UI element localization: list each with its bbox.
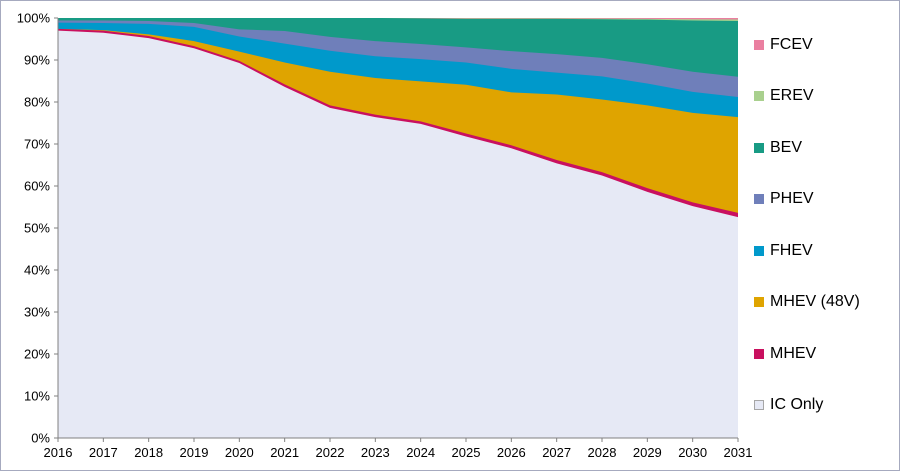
y-tick-label: 70% (24, 137, 50, 152)
x-tick-label: 2030 (678, 445, 707, 460)
legend-item-erev: EREV (754, 87, 860, 105)
legend-item-mhev: MHEV (754, 345, 860, 363)
legend-swatch-erev (754, 91, 764, 102)
area-bands (58, 18, 738, 439)
legend-label-erev: EREV (770, 87, 814, 105)
legend-label-fhev: FHEV (770, 241, 813, 259)
legend-item-phev: PHEV (754, 190, 860, 208)
y-tick-label: 10% (24, 389, 50, 404)
legend-label-mhev: MHEV (770, 344, 817, 362)
legend-swatch-mhev-48v (754, 297, 764, 308)
axis-labels: 0% 10% 20% 30% 40% 50% 60% 70% 80% 90% 100% 2016 201… (17, 11, 753, 461)
legend-label-phev: PHEV (770, 190, 814, 208)
y-tick-label: 20% (24, 347, 50, 362)
y-tick-label: 90% (24, 53, 50, 68)
legend-swatch-fcev (754, 40, 764, 50)
x-tick-label: 2023 (361, 445, 390, 460)
legend-item-bev: BEV (754, 139, 860, 157)
legend-swatch-phev (754, 194, 764, 205)
legend-label-bev: BEV (770, 138, 803, 156)
legend-swatch-bev (754, 142, 764, 153)
x-tick-label: 2024 (406, 445, 435, 460)
legend-swatch-mhev (754, 348, 764, 359)
legend-label-mhev-48v: MHEV (48V) (770, 293, 860, 311)
x-tick-label: 2029 (633, 445, 662, 460)
y-tick-label: 40% (24, 263, 50, 278)
legend-swatch-fhev (754, 245, 764, 256)
x-tick-label: 2021 (270, 445, 299, 460)
area-ic-only (58, 30, 738, 438)
x-tick-label: 2020 (225, 445, 254, 460)
legend-swatch-ic-only (754, 399, 764, 410)
x-tick-label: 2028 (588, 445, 617, 460)
legend-item-ic-only: IC Only (754, 396, 860, 414)
y-tick-label: 30% (24, 305, 50, 320)
legend-item-fcev: FCEV (754, 36, 860, 54)
x-tick-label: 2018 (134, 445, 163, 460)
x-tick-label: 2027 (542, 445, 571, 460)
x-tick-label: 2016 (44, 445, 73, 460)
x-tick-label: 2026 (497, 445, 526, 460)
y-tick-label: 60% (24, 179, 50, 194)
y-tick-label: 0% (31, 431, 50, 446)
x-tick-label: 2031 (724, 445, 753, 460)
legend: FCEV EREV BEV PHEV FHEV MHEV (48V) MHEV IC Only (754, 36, 860, 414)
legend-item-mhev-48v: MHEV (48V) (754, 293, 860, 311)
y-tick-label: 80% (24, 95, 50, 110)
axes (54, 17, 739, 442)
legend-label-ic-only: IC Only (770, 395, 824, 413)
legend-label-fcev: FCEV (770, 36, 813, 53)
legend-item-fhev: FHEV (754, 242, 860, 260)
x-tick-label: 2019 (180, 445, 209, 460)
x-tick-label: 2022 (316, 445, 345, 460)
x-tick-label: 2017 (89, 445, 118, 460)
y-tick-label: 50% (24, 221, 50, 236)
y-tick-label: 100% (17, 11, 51, 26)
x-tick-label: 2025 (452, 445, 481, 460)
